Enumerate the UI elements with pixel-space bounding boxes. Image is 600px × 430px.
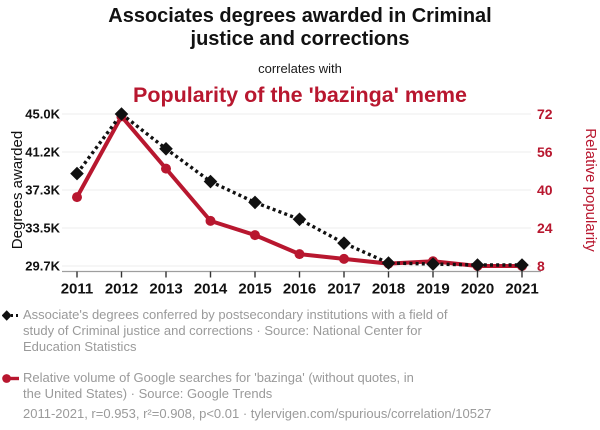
left-tick-label: 33.5K (25, 221, 60, 236)
degrees-marker (70, 166, 84, 181)
degrees-marker (248, 195, 262, 210)
degrees-marker (114, 107, 129, 121)
legend: Associate's degrees conferred by postsec… (2, 307, 562, 417)
bazinga-marker (339, 253, 349, 264)
degrees-marker (292, 212, 307, 227)
black-diamond-dotted-line-icon (2, 310, 20, 321)
x-tick-label: 2019 (416, 281, 449, 298)
right-tick-label: 24 (537, 220, 553, 236)
x-tick-label: 2021 (505, 281, 538, 298)
legend-line: Relative volume of Google searches for '… (23, 370, 414, 385)
x-tick-label: 2014 (194, 281, 228, 298)
legend-entry-bazinga-text: Relative volume of Google searches for '… (23, 370, 414, 402)
degrees-marker (203, 174, 218, 189)
right-tick-label: 72 (537, 106, 553, 122)
legend-entry-bazinga: Relative volume of Google searches for '… (2, 370, 562, 402)
x-tick-label: 2015 (238, 281, 271, 298)
right-tick-label: 56 (537, 144, 553, 160)
left-tick-label: 29.7K (25, 259, 60, 274)
legend-line: Education Statistics (23, 339, 137, 354)
degrees-marker (426, 257, 440, 271)
legend-line: Associate's degrees conferred by postsec… (23, 307, 448, 322)
chart-title-line-1: Associates degrees awarded in Criminal (108, 5, 492, 27)
x-tick-label: 2017 (327, 281, 360, 298)
x-tick-label: 2012 (105, 281, 138, 298)
x-tick-label: 2011 (61, 281, 94, 298)
legend-line: study of Criminal justice and correction… (23, 323, 422, 338)
left-tick-label: 45.0K (25, 107, 60, 122)
left-axis-title: Degrees awarded (9, 131, 26, 249)
degrees-marker (470, 258, 485, 272)
bazinga-line (75, 114, 522, 268)
footer-stats: 2011-2021, r=0.953, r²=0.908, p<0.01 · t… (23, 406, 492, 421)
bazinga-marker (161, 163, 171, 174)
degrees-marker (337, 236, 351, 250)
degrees-marker (159, 141, 173, 156)
chart-header: Associates degrees awarded in Criminal j… (0, 5, 600, 108)
x-tick-label: 2016 (283, 281, 316, 298)
x-tick-label: 2020 (461, 281, 494, 298)
legend-line: the United States) · Source: Google Tren… (23, 386, 273, 401)
degrees-line (75, 112, 522, 267)
legend-entry-degrees: Associate's degrees conferred by postsec… (2, 307, 562, 355)
degrees-marker (381, 256, 396, 270)
legend-entry-degrees-text: Associate's degrees conferred by postsec… (23, 307, 448, 355)
bazinga-marker (294, 249, 305, 260)
x-tick-label: 2013 (149, 281, 182, 298)
right-tick-label: 8 (537, 258, 545, 274)
x-tick-label: 2018 (372, 281, 405, 298)
left-tick-label: 41.2K (25, 145, 60, 160)
red-circle-solid-line-icon (2, 374, 19, 383)
chart-subtitle: Popularity of the 'bazinga' meme (133, 83, 467, 107)
right-tick-label: 40 (537, 182, 553, 198)
right-axis-title: Relative popularity (582, 128, 599, 252)
bazinga-marker (250, 230, 260, 241)
chart-title-line-2: justice and corrections (190, 28, 410, 50)
bazinga-marker (205, 215, 216, 226)
bazinga-marker (72, 192, 82, 203)
left-tick-label: 37.3K (25, 183, 60, 198)
degrees-marker (515, 258, 529, 272)
correlates-with-label: correlates with (258, 61, 342, 76)
